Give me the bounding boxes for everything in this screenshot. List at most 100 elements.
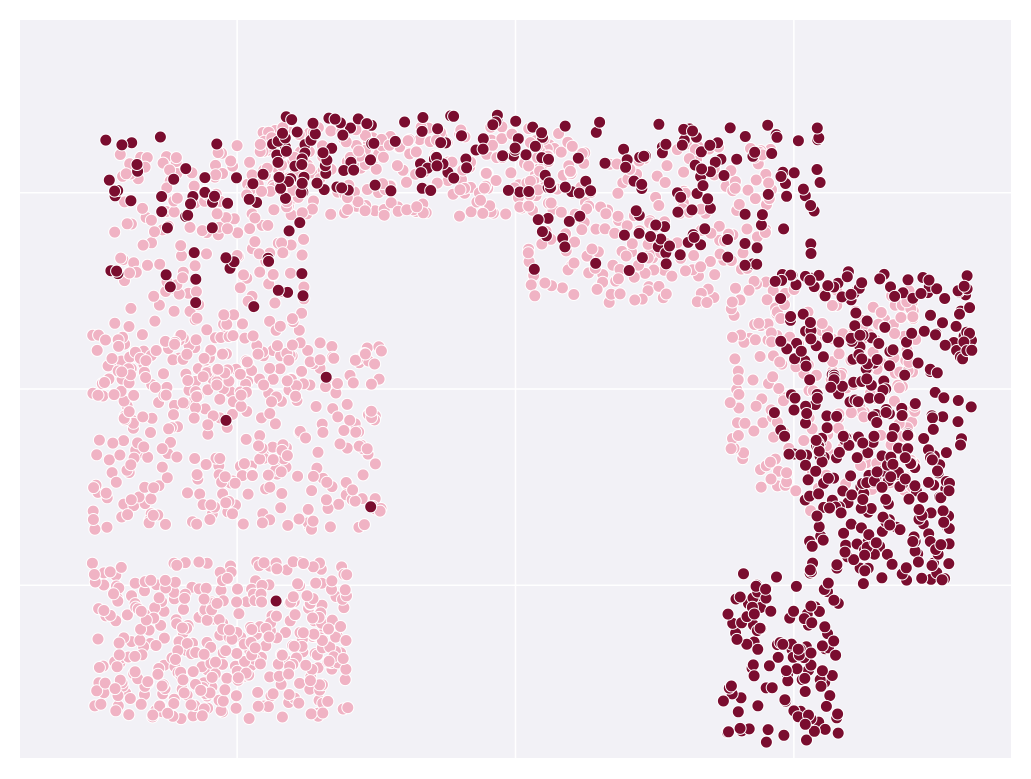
- data-point: [107, 587, 120, 601]
- data-point: [245, 469, 259, 482]
- data-point: [584, 184, 598, 198]
- data-point: [821, 576, 835, 590]
- data-point: [965, 343, 979, 357]
- data-point: [149, 344, 163, 357]
- data-point: [248, 641, 262, 655]
- data-point: [738, 237, 752, 250]
- data-point: [192, 555, 206, 569]
- data-point: [906, 535, 920, 548]
- data-point: [649, 218, 663, 232]
- data-point: [477, 181, 491, 195]
- data-point: [809, 433, 823, 447]
- data-point: [281, 518, 295, 532]
- data-point: [291, 577, 305, 591]
- data-point: [219, 413, 233, 427]
- data-point: [217, 308, 231, 322]
- data-point: [170, 450, 184, 464]
- data-point: [619, 249, 633, 263]
- data-point: [87, 568, 101, 581]
- data-point: [836, 429, 850, 443]
- data-point: [232, 607, 246, 621]
- data-point: [285, 312, 299, 326]
- data-point: [567, 256, 581, 270]
- data-point: [760, 293, 774, 307]
- data-point: [400, 175, 413, 189]
- data-point: [742, 283, 756, 297]
- data-point: [368, 357, 382, 371]
- data-point: [184, 197, 197, 211]
- data-point: [122, 320, 136, 333]
- data-point: [108, 184, 122, 198]
- data-point: [414, 166, 428, 180]
- data-point: [922, 475, 935, 489]
- data-point: [122, 405, 136, 419]
- data-point: [803, 563, 817, 577]
- data-point: [935, 573, 949, 587]
- data-point: [220, 671, 234, 685]
- data-point: [105, 352, 119, 365]
- data-point: [410, 200, 424, 214]
- data-point: [694, 260, 708, 274]
- data-point: [271, 283, 285, 297]
- data-point: [925, 559, 939, 572]
- data-point: [936, 504, 950, 518]
- data-point: [800, 733, 813, 747]
- data-point: [153, 699, 167, 713]
- data-point: [659, 137, 673, 151]
- data-point: [147, 481, 161, 495]
- data-point: [368, 178, 382, 192]
- data-point: [115, 365, 129, 379]
- data-point: [796, 182, 810, 196]
- data-point: [306, 514, 320, 528]
- data-point: [218, 470, 232, 484]
- data-point: [829, 648, 843, 662]
- data-point: [188, 452, 202, 465]
- data-point: [144, 492, 158, 506]
- data-point: [716, 694, 730, 708]
- data-point: [778, 429, 792, 443]
- data-point: [767, 406, 781, 420]
- data-point: [754, 480, 768, 494]
- data-point: [753, 350, 767, 363]
- data-point: [509, 114, 523, 128]
- data-point: [170, 191, 184, 205]
- data-point: [346, 376, 360, 390]
- data-point: [221, 196, 235, 210]
- data-point: [805, 616, 819, 630]
- data-point: [844, 469, 858, 483]
- data-point: [90, 684, 104, 698]
- data-point: [879, 492, 893, 506]
- data-point: [798, 717, 812, 731]
- data-point: [174, 239, 188, 253]
- data-point: [153, 130, 167, 144]
- data-point: [255, 516, 269, 530]
- data-point: [270, 562, 284, 576]
- data-point: [280, 374, 294, 388]
- data-point: [931, 464, 944, 478]
- data-point: [114, 560, 128, 574]
- data-point: [305, 484, 319, 498]
- data-point: [177, 686, 191, 700]
- data-point: [253, 657, 267, 671]
- data-point: [774, 334, 788, 348]
- data-point: [325, 574, 339, 588]
- data-point: [297, 232, 311, 246]
- data-point: [832, 335, 846, 349]
- data-point: [124, 301, 138, 315]
- data-point: [189, 296, 203, 310]
- data-point: [219, 496, 233, 510]
- data-point: [892, 381, 906, 395]
- data-point: [112, 339, 126, 353]
- data-point: [144, 426, 157, 439]
- data-point: [190, 468, 204, 482]
- data-point: [521, 246, 535, 260]
- data-point: [677, 165, 691, 179]
- data-point: [181, 208, 195, 222]
- data-point: [951, 415, 965, 429]
- data-point: [818, 722, 832, 736]
- data-point: [306, 469, 320, 483]
- data-point: [831, 707, 845, 721]
- data-point: [875, 571, 889, 585]
- data-point: [823, 689, 837, 703]
- data-point: [761, 187, 775, 201]
